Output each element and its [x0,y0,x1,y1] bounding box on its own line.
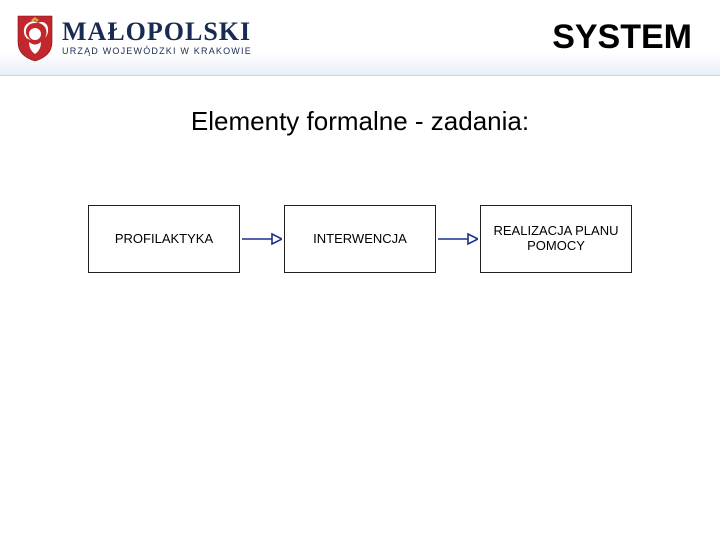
flow-node-n3: REALIZACJA PLANU POMOCY [480,205,632,273]
header-bar: MAŁOPOLSKI URZĄD WOJEWÓDZKI W KRAKOWIE S… [0,0,720,76]
flow-node-n2: INTERWENCJA [284,205,436,273]
subtitle: Elementy formalne - zadania: [0,106,720,137]
flow-node-n1: PROFILAKTYKA [88,205,240,273]
brand-main-text: MAŁOPOLSKI [62,19,252,45]
logo-block: MAŁOPOLSKI URZĄD WOJEWÓDZKI W KRAKOWIE [14,14,252,62]
flow-diagram: PROFILAKTYKA INTERWENCJA REALIZACJA PLANU … [0,205,720,273]
page-title: SYSTEM [552,18,702,57]
arrow-n2-n3 [438,232,478,246]
brand-sub-text: URZĄD WOJEWÓDZKI W KRAKOWIE [62,47,252,56]
brand-text: MAŁOPOLSKI URZĄD WOJEWÓDZKI W KRAKOWIE [62,19,252,56]
crest-icon [14,14,56,62]
arrow-n1-n2 [242,232,282,246]
